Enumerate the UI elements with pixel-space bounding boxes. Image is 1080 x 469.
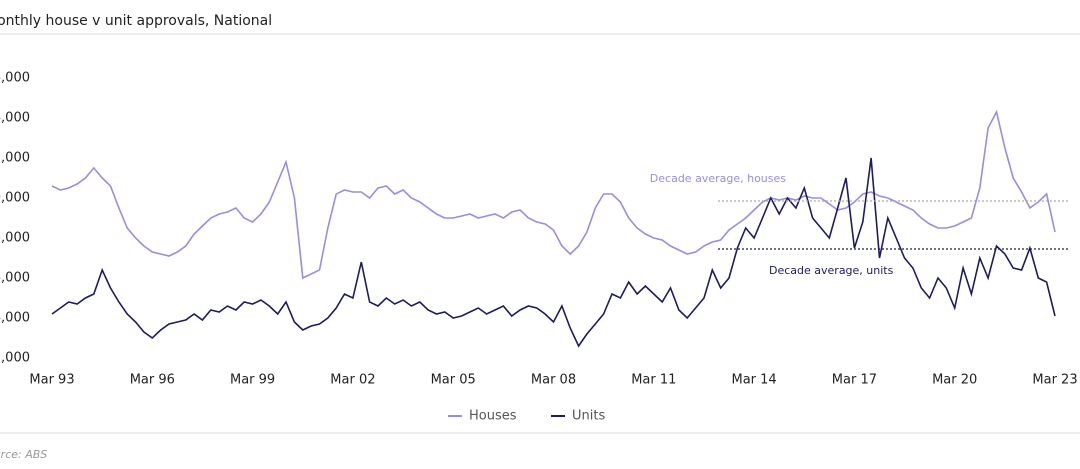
x-tick-label: Mar 20 — [932, 373, 977, 388]
x-tick-label: Mar 17 — [832, 373, 877, 388]
x-tick-label: Mar 14 — [731, 373, 776, 388]
x-tick-label: Mar 93 — [29, 373, 74, 388]
y-tick-label: 6,000 — [0, 271, 30, 286]
x-tick-label: Mar 02 — [330, 373, 375, 388]
x-tick-label: Mar 05 — [431, 373, 476, 388]
x-tick-label: Mar 23 — [1032, 373, 1077, 388]
y-tick-label: 12,000 — [0, 151, 30, 166]
y-tick-label: 14,000 — [0, 111, 30, 126]
y-tick-label: 10,000 — [0, 191, 30, 206]
x-tick-label: Mar 96 — [130, 373, 175, 388]
y-tick-label: 4,000 — [0, 311, 30, 326]
annotation: Decade average, houses — [650, 172, 786, 185]
x-tick-label: Mar 08 — [531, 373, 576, 388]
legend-label: Houses — [469, 409, 517, 424]
series-line — [51, 157, 1056, 348]
series-line — [51, 109, 1056, 280]
chart-title: Monthly house v unit approvals, National — [0, 13, 272, 29]
annotation: Decade average, units — [769, 264, 894, 277]
x-tick-label: Mar 11 — [631, 373, 676, 388]
y-tick-label: 16,000 — [0, 71, 30, 86]
legend-label: Units — [572, 409, 605, 424]
x-tick-label: Mar 99 — [230, 373, 275, 388]
source: Source: ABS — [0, 448, 47, 461]
y-tick-label: 8,000 — [0, 231, 30, 246]
y-tick-label: 2,000 — [0, 351, 30, 366]
